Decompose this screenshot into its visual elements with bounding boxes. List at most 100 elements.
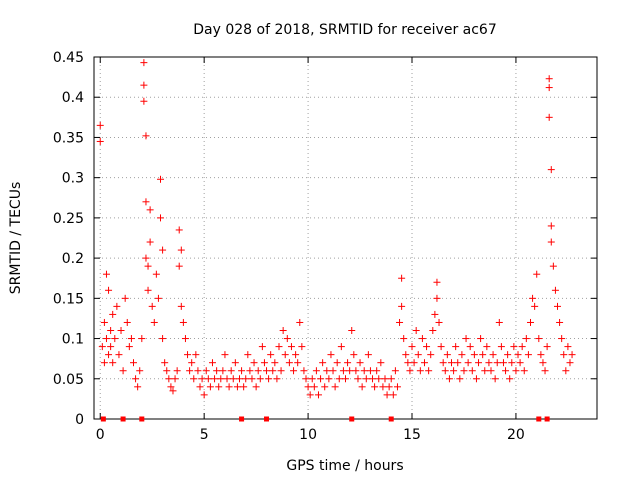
y-tick-label: 0.05 <box>53 372 84 388</box>
zero-marker <box>264 416 270 422</box>
data-point <box>227 367 235 375</box>
data-point <box>109 359 117 367</box>
data-point <box>564 343 572 351</box>
data-point <box>450 367 458 375</box>
data-point <box>275 343 283 351</box>
data-point <box>445 375 453 383</box>
data-point <box>466 343 474 351</box>
data-point <box>184 351 192 359</box>
data-point <box>208 359 216 367</box>
data-point <box>327 351 335 359</box>
data-point <box>502 367 510 375</box>
data-point <box>148 302 156 310</box>
data-point <box>204 375 212 383</box>
data-point <box>142 254 150 262</box>
data-point <box>373 367 381 375</box>
data-point <box>186 367 194 375</box>
data-point <box>493 359 501 367</box>
data-point <box>202 367 210 375</box>
data-point <box>252 383 260 391</box>
data-point <box>389 391 397 399</box>
data-point <box>404 359 412 367</box>
data-point <box>431 310 439 318</box>
data-point <box>100 359 108 367</box>
data-point <box>154 294 162 302</box>
data-point <box>256 375 264 383</box>
data-point <box>96 121 104 129</box>
data-point <box>144 286 152 294</box>
data-point <box>549 262 557 270</box>
data-point <box>535 335 543 343</box>
y-axis-label: SRMTID / TECUs <box>8 182 24 295</box>
data-point <box>371 383 379 391</box>
data-point <box>100 318 108 326</box>
data-point <box>539 359 547 367</box>
chart-title: Day 028 of 2018, SRMTID for receiver ac6… <box>193 22 497 38</box>
data-point <box>161 359 169 367</box>
data-point <box>302 375 310 383</box>
data-point <box>254 367 262 375</box>
y-tick-label: 0.45 <box>53 50 84 66</box>
data-point <box>238 367 246 375</box>
data-point <box>524 351 532 359</box>
data-point <box>398 274 406 282</box>
data-point <box>167 383 175 391</box>
data-point <box>533 270 541 278</box>
y-tick-label: 0.4 <box>62 90 84 106</box>
data-point <box>260 359 268 367</box>
data-point <box>213 367 221 375</box>
axis-ticks <box>94 56 597 420</box>
data-point <box>281 351 289 359</box>
data-point <box>109 310 117 318</box>
data-point <box>433 278 441 286</box>
data-point <box>283 335 291 343</box>
data-point <box>157 175 165 183</box>
data-point <box>129 359 137 367</box>
data-point <box>383 391 391 399</box>
data-point <box>366 367 374 375</box>
data-point <box>105 286 113 294</box>
data-point <box>531 302 539 310</box>
data-point <box>115 351 123 359</box>
data-point <box>454 359 462 367</box>
data-point <box>416 367 424 375</box>
data-point <box>479 351 487 359</box>
data-point <box>263 367 271 375</box>
data-point <box>173 367 181 375</box>
data-point <box>198 375 206 383</box>
data-point <box>310 383 318 391</box>
data-point <box>107 327 115 335</box>
data-point <box>144 262 152 270</box>
data-point <box>233 383 241 391</box>
data-point <box>190 375 198 383</box>
data-point <box>107 343 115 351</box>
data-point <box>206 383 214 391</box>
data-point <box>150 318 158 326</box>
data-point <box>393 383 401 391</box>
data-point <box>140 81 148 89</box>
data-point <box>246 367 254 375</box>
data-point <box>439 359 447 367</box>
data-point <box>329 367 337 375</box>
data-point <box>437 343 445 351</box>
data-point <box>121 294 129 302</box>
grid <box>94 57 597 419</box>
data-point <box>192 351 200 359</box>
data-point <box>125 343 133 351</box>
data-point <box>481 367 489 375</box>
data-point <box>547 222 555 230</box>
y-tick-label: 0.2 <box>62 251 84 267</box>
data-point <box>177 246 185 254</box>
data-point <box>250 359 258 367</box>
y-tick-label: 0 <box>75 412 84 428</box>
data-point <box>229 375 237 383</box>
data-point <box>529 294 537 302</box>
data-point <box>339 367 347 375</box>
data-point <box>508 359 516 367</box>
data-point <box>179 318 187 326</box>
data-point <box>132 375 140 383</box>
data-point <box>308 375 316 383</box>
data-point <box>483 343 491 351</box>
data-point <box>545 84 553 92</box>
